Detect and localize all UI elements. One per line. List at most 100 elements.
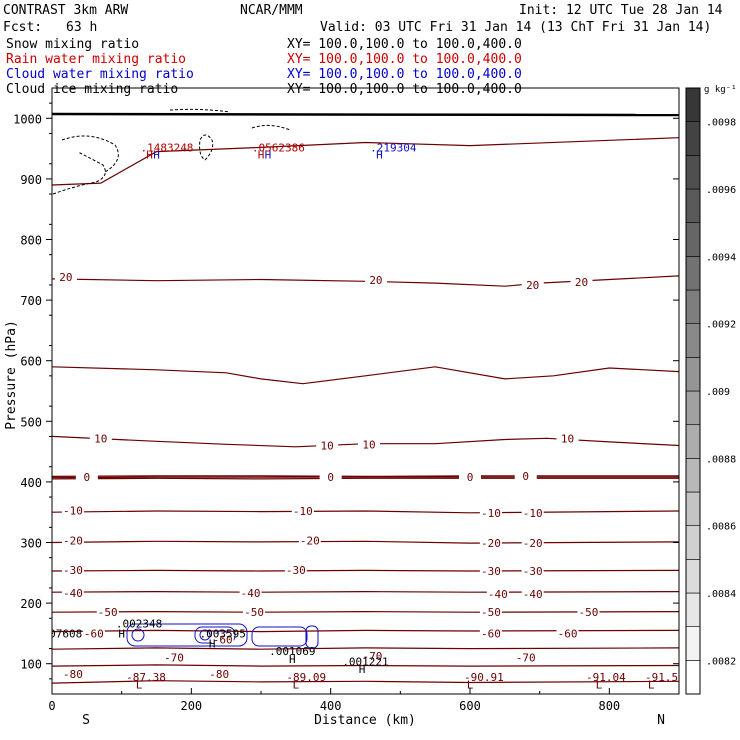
field-xy-cloud-water: XY= 100.0,100.0 to 100.0,400.0 xyxy=(287,67,522,82)
colorbar-tick-label: .0096 xyxy=(706,185,736,196)
contour-label: -40 xyxy=(63,587,83,600)
contour-label: -60 xyxy=(558,627,578,640)
y-tick-label: 900 xyxy=(20,173,42,187)
extremum-label: H xyxy=(209,638,216,651)
contour-label-background xyxy=(556,432,579,445)
x-tick-label: 200 xyxy=(180,699,202,713)
contour-label: -60 xyxy=(213,633,233,646)
plot-area: -80 -80-70 -70 -70-60 -60 -60 -60-50 -50 -50 -50-… xyxy=(43,108,679,691)
contour-label-background xyxy=(514,651,537,664)
snow-contour xyxy=(251,124,291,131)
field-xy-cloud-ice: XY= 100.0,100.0 to 100.0,400.0 xyxy=(287,82,522,97)
extremum-label: .1483248 xyxy=(140,141,193,154)
ground-surface-line xyxy=(52,112,679,117)
field-xy-snow: XY= 100.0,100.0 to 100.0,400.0 xyxy=(287,37,522,52)
contour-label-background xyxy=(361,649,384,662)
contour-label: -10 xyxy=(481,507,501,520)
colorbar-tick-label: .0088 xyxy=(706,454,736,465)
temperature-contour xyxy=(52,680,679,684)
y-tick-label: 100 xyxy=(20,658,42,672)
extremum-label: L xyxy=(596,678,603,691)
colorbar-cell xyxy=(685,289,701,324)
colorbar-cell xyxy=(685,357,701,392)
colorbar-cell xyxy=(685,390,701,425)
extremum-label: H xyxy=(153,149,160,162)
temperature-contour xyxy=(52,610,679,613)
contour-label-background xyxy=(82,627,105,640)
snow-contour xyxy=(61,135,119,173)
temperature-contour xyxy=(52,510,679,514)
y-tick-label: 800 xyxy=(20,234,42,248)
field-name-cloud-water: Cloud water mixing ratio xyxy=(6,67,194,82)
contour-label-background xyxy=(291,504,314,517)
contour-label: -10 xyxy=(293,505,313,518)
valid-time: Valid: 03 UTC Fri 31 Jan 14 (13 ChT Fri … xyxy=(320,20,711,35)
temperature-contour xyxy=(52,540,679,544)
extremum-label: -89.09 xyxy=(286,671,326,684)
contour-label-background xyxy=(521,278,544,291)
temperature-contour xyxy=(52,629,679,633)
contour-label: -70 xyxy=(516,652,536,665)
extremum-label: H xyxy=(258,149,265,162)
contour-labels: -80 -80-70 -70 -70-60 -60 -60 -60-50 -50 -50 -50-… xyxy=(54,271,600,681)
init-time: Init: 12 UTC Tue 28 Jan 14 xyxy=(519,3,723,18)
temperature-contour xyxy=(52,647,679,650)
contour-label: 20 xyxy=(526,279,539,292)
colorbar-tick-label: .0092 xyxy=(706,320,736,331)
contour-label: -40 xyxy=(523,588,543,601)
contour-label-background xyxy=(211,633,234,646)
contour-label: 20 xyxy=(369,274,382,287)
contour-label: -70 xyxy=(164,652,184,665)
contour-label-background xyxy=(521,564,544,577)
contour-label-background xyxy=(577,606,600,619)
contour-label-background xyxy=(459,471,481,484)
colorbar-tick-label: .0086 xyxy=(706,522,736,533)
y-tick-label: 1000 xyxy=(13,112,42,126)
figure-header: CONTRAST 3km ARW NCAR/MMM Init: 12 UTC T… xyxy=(3,3,723,97)
colorbar-cell xyxy=(685,660,701,695)
y-tick-label: 500 xyxy=(20,415,42,429)
contour-label-background xyxy=(61,534,84,547)
field-name-snow: Snow mixing ratio xyxy=(6,37,139,52)
colorbar-cell xyxy=(685,87,701,122)
colorbar: g kg⁻¹ .0082 .0084 .0086 .0088 .009 .0092 .009… xyxy=(685,85,737,695)
colorbar-cell xyxy=(685,626,701,661)
contour-label-background xyxy=(357,438,380,451)
contour-label: -20 xyxy=(63,535,83,548)
extremum-label: .07608 xyxy=(43,627,83,640)
contour-label: -50 xyxy=(244,606,264,619)
extremum-label: -91.5 xyxy=(645,671,678,684)
colorbar-frame xyxy=(685,87,701,695)
contour-label-background xyxy=(521,588,544,601)
x-tick-label: 400 xyxy=(320,699,342,713)
contour-label: 0 xyxy=(522,470,529,483)
contour-label-background xyxy=(61,586,84,599)
extremum-label: .219304 xyxy=(370,141,417,154)
y-tick-label: 600 xyxy=(20,355,42,369)
contour-label: -20 xyxy=(523,537,543,550)
contour-label-background xyxy=(243,606,266,619)
contour-label-background xyxy=(54,271,77,284)
contour-label: -80 xyxy=(209,668,229,681)
extremum-label: H xyxy=(265,149,272,162)
contour-label-background xyxy=(479,506,502,519)
y-tick-label: 300 xyxy=(20,537,42,551)
colorbar-cell xyxy=(685,592,701,627)
extremum-label: H xyxy=(376,149,383,162)
forecast-label: Fcst: xyxy=(3,20,42,35)
colorbar-cell xyxy=(685,323,701,358)
forecast-hours: 63 h xyxy=(66,20,97,35)
contour-label: -70 xyxy=(363,650,383,663)
contour-label: -20 xyxy=(300,535,320,548)
contour-label-background xyxy=(284,563,307,576)
extremum-label: .002348 xyxy=(116,618,162,631)
contour-label: 0 xyxy=(327,471,334,484)
colorbar-tick-labels: .0082 .0084 .0086 .0088 .009 .0092 .0094 .0096.… xyxy=(706,118,736,668)
colorbar-cell xyxy=(685,491,701,526)
extremum-label: H xyxy=(359,663,366,676)
organization-label: NCAR/MMM xyxy=(240,3,303,18)
x-tick-label: 0 xyxy=(48,699,55,713)
contour-label: 10 xyxy=(362,438,375,451)
south-label: S xyxy=(82,713,90,728)
colorbar-cell xyxy=(685,188,701,223)
